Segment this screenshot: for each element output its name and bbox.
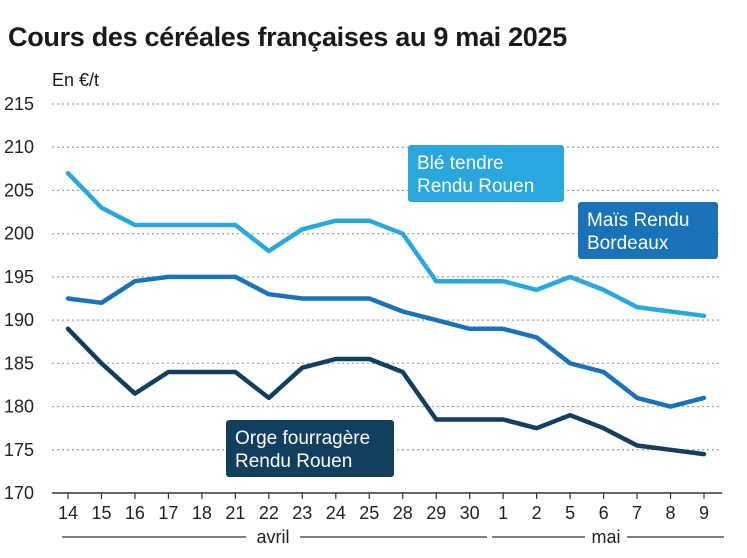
x-tick-label: 22 [259,503,279,523]
x-tick-label: 17 [158,503,178,523]
y-tick-label: 215 [4,94,34,114]
month-label: avril [256,527,289,547]
chart-title: Cours des céréales françaises au 9 mai 2… [8,22,567,52]
series-label-box [408,145,564,202]
x-tick-label: 1 [498,503,508,523]
y-tick-label: 205 [4,180,34,200]
y-tick-label: 175 [4,440,34,460]
y-tick-label: 200 [4,224,34,244]
series-line [65,326,707,457]
x-tick-label: 2 [532,503,542,523]
x-tick-label: 28 [393,503,413,523]
series-label: Maïs Rendu [587,210,689,231]
x-tick-label: 25 [359,503,379,523]
x-tick-label: 18 [192,503,212,523]
month-label: mai [591,527,620,547]
x-tick-label: 21 [225,503,245,523]
x-tick-label: 16 [125,503,145,523]
x-tick-label: 5 [565,503,575,523]
x-tick-label: 8 [666,503,676,523]
x-tick-label: 9 [699,503,709,523]
series-label-box [226,420,394,477]
x-tick-label: 23 [292,503,312,523]
y-tick-label: 210 [4,137,34,157]
y-tick-label: 170 [4,483,34,503]
x-tick-label: 7 [632,503,642,523]
y-axis-unit-label: En €/t [52,70,100,90]
x-tick-label: 30 [460,503,480,523]
series-line [65,274,707,409]
x-tick-label: 15 [91,503,111,523]
series-label: Rendu Rouen [417,176,534,197]
y-tick-label: 180 [4,397,34,417]
series-line [65,170,707,319]
x-tick-label: 6 [599,503,609,523]
series-label-box [578,202,718,259]
series-label: Rendu Rouen [235,451,352,472]
x-tick-label: 14 [58,503,78,523]
y-tick-label: 185 [4,353,34,373]
series-label: Blé tendre [417,153,504,174]
series-label: Orge fourragère [235,428,370,449]
y-tick-label: 190 [4,310,34,330]
x-tick-label: 24 [326,503,346,523]
series-label: Bordeaux [587,233,669,254]
y-tick-label: 195 [4,267,34,287]
x-tick-label: 29 [426,503,446,523]
